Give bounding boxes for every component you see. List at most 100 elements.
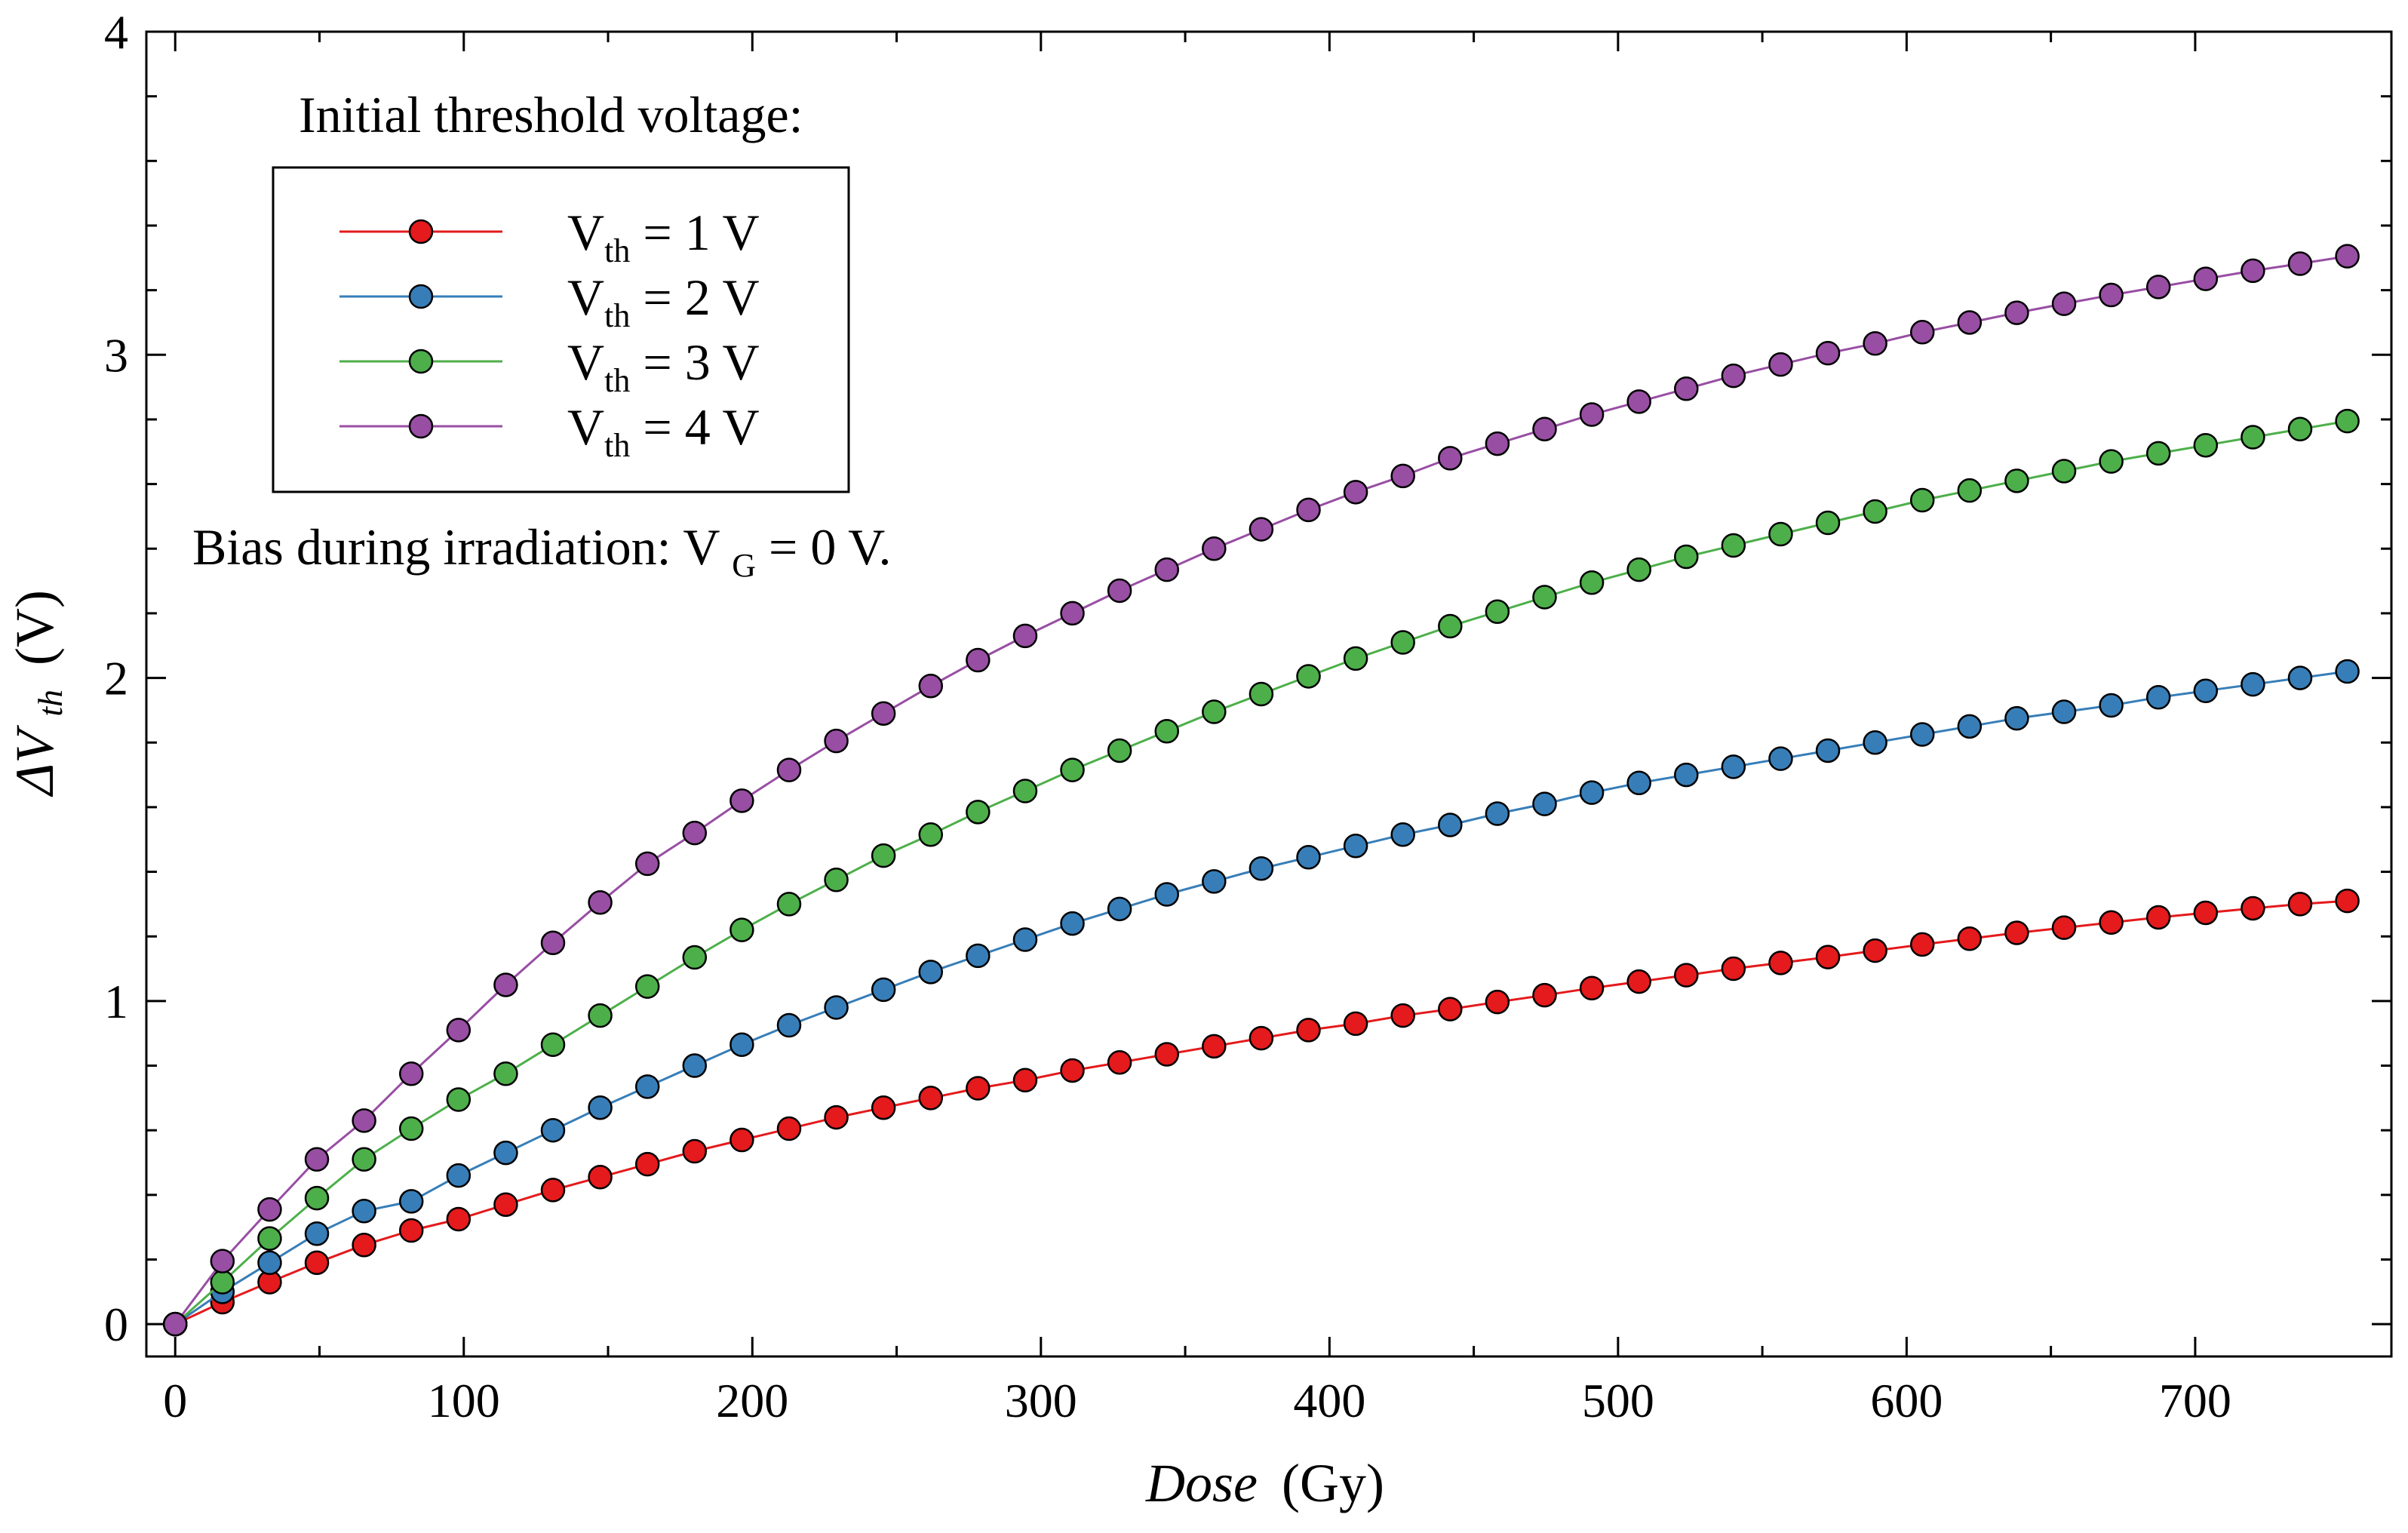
data-point <box>1909 932 1935 957</box>
data-point <box>1532 982 1557 1008</box>
data-point <box>918 960 944 985</box>
data-point <box>588 1095 613 1120</box>
bias-annotation: Bias during irradiation: V G = 0 V. <box>192 518 891 588</box>
data-point <box>210 1270 235 1295</box>
bias-annotation-sub: G <box>732 547 756 584</box>
legend-item-3: Vth = 3 V <box>339 333 760 399</box>
data-point <box>871 1095 896 1120</box>
data-point <box>1485 801 1510 826</box>
data-point <box>446 1018 471 1043</box>
legend-label-sub: th <box>604 232 630 269</box>
legend-title: Initial threshold voltage: <box>299 86 803 143</box>
data-point <box>1249 517 1274 542</box>
x-tick-label: 300 <box>1005 1374 1077 1427</box>
data-point <box>1249 1025 1274 1051</box>
data-point <box>2287 416 2313 442</box>
data-point <box>824 995 849 1020</box>
data-point <box>1626 389 1651 414</box>
data-point <box>1390 630 1415 655</box>
data-point <box>1202 869 1227 894</box>
legend-label-main: V <box>567 204 604 261</box>
data-point <box>163 1311 188 1337</box>
data-point <box>682 945 708 970</box>
x-axis-title: Dose (Gy) <box>1145 1453 1384 1513</box>
data-point <box>1296 845 1321 870</box>
y-axis-title-sub: th <box>31 690 69 717</box>
y-axis-title: ΔV th (V) <box>5 590 74 797</box>
data-point <box>2145 905 2171 930</box>
data-point <box>588 1165 613 1190</box>
bias-annotation-main: Bias during irradiation: V <box>192 518 720 576</box>
x-tick-label: 600 <box>1870 1374 1943 1427</box>
x-axis-title-unit: (Gy) <box>1282 1453 1384 1513</box>
data-point <box>2193 266 2219 291</box>
data-point <box>1154 557 1179 582</box>
data-point <box>1107 1050 1132 1075</box>
data-point <box>1674 544 1699 570</box>
data-point <box>2241 896 2265 921</box>
bias-annotation-tail: = 0 V. <box>769 518 891 576</box>
legend-label: Vth = 3 V <box>567 333 760 399</box>
data-point <box>2051 915 2077 940</box>
x-tick-label: 700 <box>2159 1374 2231 1427</box>
data-point <box>304 1185 330 1211</box>
data-point <box>2051 291 2077 316</box>
data-point <box>257 1250 282 1276</box>
data-point <box>1202 536 1227 561</box>
data-point <box>1485 599 1510 625</box>
data-point <box>446 1087 471 1112</box>
data-point <box>871 701 896 726</box>
data-point <box>1957 714 1983 739</box>
data-point <box>398 1189 424 1214</box>
data-point <box>588 889 613 915</box>
data-point <box>1390 463 1415 489</box>
data-point <box>1815 510 1841 536</box>
series-line <box>174 670 2348 1326</box>
data-point <box>871 843 896 868</box>
y-tick-label: 2 <box>104 652 128 705</box>
data-point <box>2099 693 2124 718</box>
legend-label-tail: = 1 V <box>630 204 759 261</box>
legend-item-1: Vth = 1 V <box>339 204 760 269</box>
data-point <box>1390 1003 1415 1028</box>
data-point <box>2193 678 2219 703</box>
data-point <box>1107 896 1132 922</box>
data-point <box>1909 722 1935 747</box>
data-point <box>1957 926 1983 951</box>
data-point <box>682 820 708 846</box>
data-point <box>493 972 518 997</box>
data-point <box>2004 300 2029 325</box>
data-point <box>2287 665 2313 690</box>
data-point <box>1296 664 1321 689</box>
data-point <box>2145 275 2171 300</box>
data-point <box>1815 945 1841 969</box>
series-line <box>174 899 2348 1326</box>
data-point <box>1532 791 1557 816</box>
data-point <box>1957 310 1983 335</box>
y-tick-label: 0 <box>104 1298 128 1351</box>
data-point <box>729 1127 754 1153</box>
data-point <box>729 788 754 813</box>
series-3 <box>163 408 2360 1337</box>
y-axis-title-unit: (V) <box>5 590 65 665</box>
data-point <box>1909 487 1935 513</box>
data-point <box>1768 352 1793 377</box>
data-point <box>210 1249 235 1273</box>
data-point <box>634 974 660 999</box>
data-point <box>1343 834 1368 859</box>
legend-box <box>272 166 850 493</box>
data-point <box>1674 762 1699 788</box>
data-point <box>1815 340 1841 366</box>
legend-marker <box>408 349 434 374</box>
data-point <box>2241 425 2265 450</box>
data-point <box>540 1032 566 1057</box>
data-point <box>634 1151 660 1177</box>
legend-label-sub: th <box>604 362 630 399</box>
data-point <box>588 1003 613 1028</box>
data-point <box>1768 951 1793 975</box>
x-tick-label: 200 <box>716 1374 788 1427</box>
data-point <box>2145 685 2171 710</box>
data-point <box>1957 478 1983 503</box>
data-point <box>398 1061 424 1086</box>
data-point <box>1863 730 1887 755</box>
